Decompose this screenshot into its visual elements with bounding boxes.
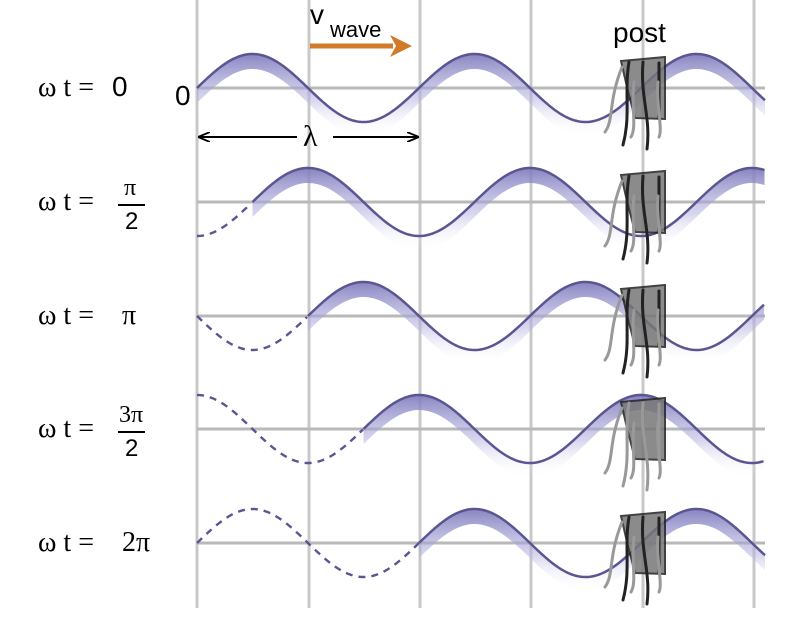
omega-t-value: π (122, 300, 136, 331)
post-hanging-strands (603, 179, 662, 253)
post-icon (603, 169, 666, 265)
post-hanging-strands (603, 65, 662, 139)
wave-shading (419, 509, 765, 592)
post-hanging-strands (603, 406, 662, 480)
omega-t-numerator: π (124, 175, 136, 201)
wave-row: ω t = 2π (38, 507, 766, 592)
post-label: post (613, 17, 666, 48)
dashed-wave-segment (196, 202, 252, 238)
omega-t-label: ω t = (38, 72, 94, 103)
vwave-label-v: v (310, 0, 324, 30)
wave-row: ω t = 0 (38, 52, 766, 137)
omega-t-label: ω t = (38, 527, 94, 558)
post-hanging-strands (603, 520, 662, 594)
dashed-wave-segment (196, 507, 420, 579)
wave-shading (308, 282, 764, 365)
post-hanging-strands (603, 293, 662, 367)
post-icon (603, 510, 666, 606)
wave-shading (197, 54, 765, 137)
wave-curve (307, 280, 765, 352)
origin-label: 0 (175, 80, 191, 111)
omega-t-label: ω t = (38, 186, 94, 217)
omega-t-value: 2π (122, 527, 150, 558)
omega-t-label: ω t = (38, 300, 94, 331)
dashed-wave-segment (196, 315, 308, 352)
vwave-arrow-head (390, 35, 412, 57)
post-icon (603, 396, 666, 492)
post-icon (603, 55, 666, 151)
omega-t-numerator: 3π (119, 402, 143, 428)
wave-shading (252, 168, 765, 251)
omega-t-denominator: 2 (125, 208, 138, 235)
top-annotations: 0 v wave post λ (175, 0, 666, 153)
omega-t-label: ω t = (38, 413, 94, 444)
wave-curve (251, 166, 765, 238)
omega-t-denominator: 2 (125, 435, 138, 462)
post-icon (603, 283, 666, 379)
wave-row: ω t = π (38, 280, 765, 365)
dashed-wave-segment (196, 393, 364, 465)
wave-curve (418, 507, 766, 579)
vwave-label-sub: wave (329, 17, 381, 42)
wave-curve (196, 52, 766, 124)
wave-curve (362, 393, 764, 465)
wave-row: ω t = π 2 (38, 166, 765, 251)
wave-rows: ω t = 0 ω t = π 2 ω t = π ω t = 3π 2 ω t = 2π (38, 52, 766, 606)
lambda-label: λ (303, 120, 318, 153)
omega-t-value: 0 (112, 71, 128, 102)
